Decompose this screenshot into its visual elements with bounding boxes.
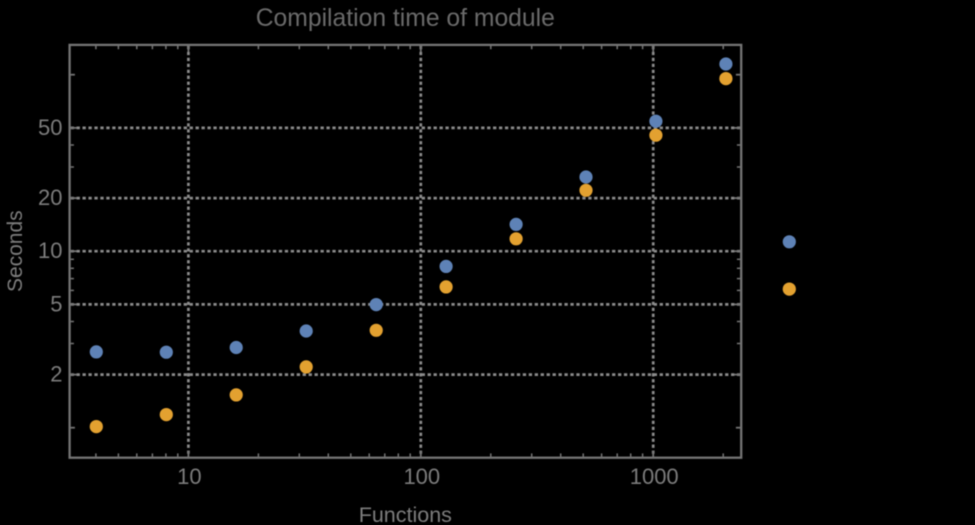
svg-text:10: 10 — [177, 464, 201, 489]
svg-text:Compilation time of module: Compilation time of module — [256, 5, 555, 32]
svg-text:50: 50 — [38, 115, 62, 140]
svg-text:Seconds: Seconds — [4, 210, 27, 292]
svg-text:5: 5 — [50, 291, 62, 316]
svg-text:1000: 1000 — [630, 464, 679, 489]
svg-text:100: 100 — [403, 464, 440, 489]
svg-text:2: 2 — [50, 362, 62, 387]
svg-text:20: 20 — [38, 185, 62, 210]
svg-text:10: 10 — [38, 238, 62, 263]
svg-text:Functions: Functions — [359, 503, 452, 525]
